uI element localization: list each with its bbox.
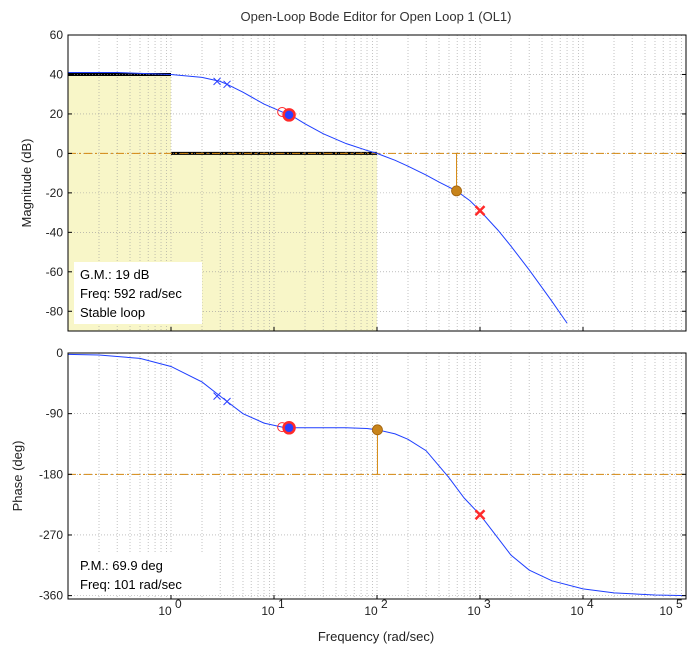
phase-plant-pole-marker[interactable] [474,509,486,521]
frequency-xtick-label: 10 [659,604,673,618]
frequency-xtick-exponent: 2 [381,597,388,611]
magnitude-compensator-pole-marker[interactable] [223,80,231,89]
pm-frequency: Freq: 101 rad/sec [80,577,182,592]
phase-ylabel: Phase (deg) [10,441,25,512]
magnitude-response[interactable] [68,71,568,324]
pm-info-background [74,554,208,594]
magnitude-ytick-label: -20 [46,186,64,200]
phase-compensator-pole-dot[interactable] [282,421,296,435]
gm-value: G.M.: 19 dB [80,267,149,282]
frequency-x-ticks: 10 0 10 1 10 2 10 3 10 4 10 5 [158,327,687,618]
frequency-xtick-exponent: 0 [175,597,182,611]
phase-y-ticks: 0 -90 -180 -270 -360 [39,346,686,603]
phase-ytick-label: 0 [56,346,63,360]
phase-margin-guides [68,429,686,475]
frequency-xtick-label: 10 [570,604,584,618]
frequency-xtick-label: 10 [158,604,172,618]
frequency-xtick-label: 10 [364,604,378,618]
magnitude-compensator-pole-marker[interactable] [213,77,221,86]
magnitude-curve[interactable] [68,71,568,324]
phase-compensator-pole-marker[interactable] [223,397,231,406]
magnitude-compensator-pole-dot[interactable] [282,108,296,122]
frequency-xtick-exponent: 4 [587,597,594,611]
pm-value: P.M.: 69.9 deg [80,558,163,573]
pm-info-box: P.M.: 69.9 deg Freq: 101 rad/sec [74,554,208,594]
phase-ytick-label: -180 [39,467,63,481]
phase-ytick-label: -270 [39,528,63,542]
magnitude-plant-pole-marker[interactable] [474,205,486,217]
magnitude-ytick-label: -80 [46,304,64,318]
loop-stability: Stable loop [80,305,145,320]
magnitude-ytick-label: 20 [50,107,64,121]
phase-margin-marker[interactable] [372,424,383,436]
phase-markers[interactable] [213,392,486,521]
gm-info-box: G.M.: 19 dB Freq: 592 rad/sec Stable loo… [74,262,202,324]
gain-margin-marker[interactable] [451,185,462,197]
magnitude-markers[interactable] [213,77,486,217]
magnitude-ytick-label: 40 [50,67,64,81]
gm-frequency: Freq: 592 rad/sec [80,286,182,301]
magnitude-ytick-label: -40 [46,225,64,239]
frequency-xtick-exponent: 3 [484,597,491,611]
phase-axes[interactable]: 0-90-180-270-360 10 0 10 1 10 2 10 3 10 4 10 5 Phas… [10,327,687,644]
magnitude-ytick-label: 0 [56,146,63,160]
phase-compensator-pole-marker[interactable] [213,392,221,400]
magnitude-axes[interactable]: 60 40 20 0 -20 -40 -60 -80 Magnitude (dB) G.M.:… [19,28,687,332]
magnitude-ytick-label: -60 [46,265,64,279]
phase-frame [67,352,687,600]
frequency-xlabel: Frequency (rad/sec) [318,629,434,644]
gm-info-background [74,262,202,324]
magnitude-ytick-label: 60 [50,28,64,42]
phase-ytick-label: -360 [39,589,63,603]
frequency-xtick-exponent: 5 [676,597,683,611]
frequency-xtick-label: 10 [261,604,275,618]
frequency-xtick-exponent: 1 [278,597,285,611]
frequency-xtick-label: 10 [467,604,481,618]
magnitude-y-ticks: 60 40 20 0 -20 -40 -60 -80 [46,28,686,318]
chart-title: Open-Loop Bode Editor for Open Loop 1 (O… [240,9,511,24]
magnitude-ylabel: Magnitude (dB) [19,139,34,228]
phase-ytick-label: -90 [46,407,64,421]
